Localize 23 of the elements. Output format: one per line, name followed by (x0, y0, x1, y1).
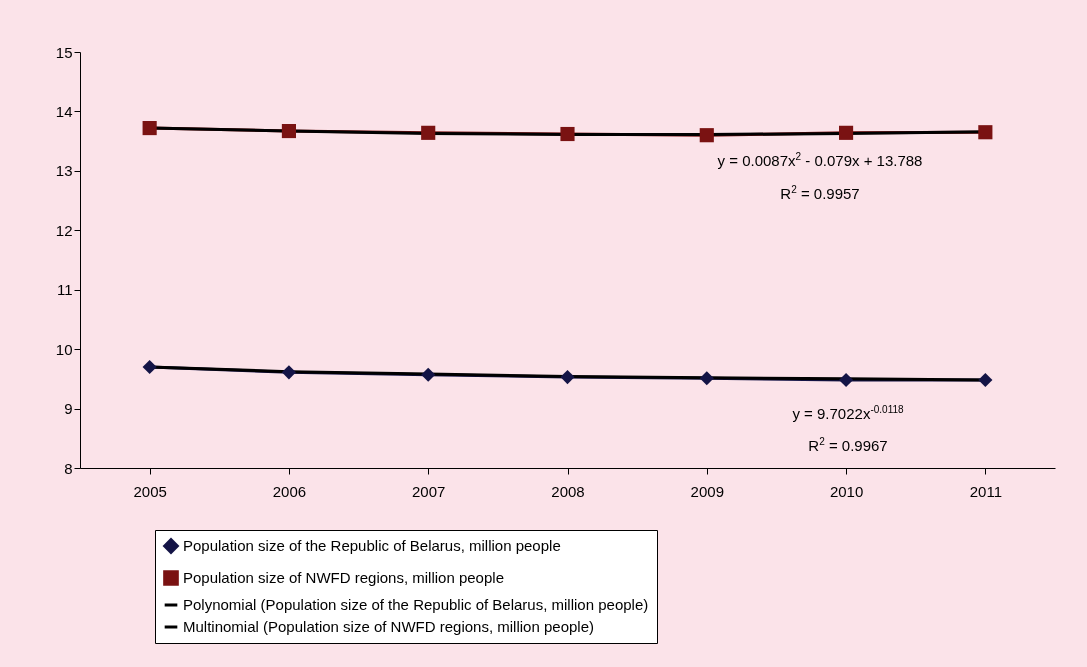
x-tick-label: 2007 (412, 482, 446, 500)
y-tick-label: 9 (64, 400, 73, 418)
y-tick-label: 11 (56, 281, 73, 299)
legend-label: Population size of the Republic of Belarus, million people (183, 537, 561, 554)
x-tick-label: 2011 (969, 482, 1002, 500)
equation-text: R$^{2}$ = 0.9957 (780, 184, 860, 202)
x-tick-label: 2009 (690, 482, 724, 500)
y-tick-label: 10 (55, 340, 73, 358)
y-tick-label: 12 (55, 221, 73, 239)
x-tick-label: 2008 (551, 482, 585, 500)
legend-label: Multinomial (Population size of NWFD regions, million people) (183, 618, 594, 635)
equation-text: R$^{2}$ = 0.9967 (808, 436, 888, 454)
y-tick-label: 14 (55, 102, 73, 120)
equation-text: y = 9.7022x$^{-0.0118}$ (792, 404, 904, 422)
x-tick-label: 2010 (829, 482, 864, 500)
equation-text: y = 0.0087x$^{2}$ - 0.079x + 13.788 (717, 151, 923, 169)
x-tick-label: 2006 (272, 482, 307, 500)
y-tick-label: 13 (55, 162, 73, 180)
y-tick-label: 8 (64, 459, 73, 477)
y-tick-label: 15 (55, 43, 73, 61)
legend-label: Population size of NWFD regions, million people (183, 569, 504, 586)
legend-label: Polynomial (Population size of the Republic of Belarus, million people) (183, 596, 649, 613)
x-tick-label: 2005 (133, 482, 167, 500)
